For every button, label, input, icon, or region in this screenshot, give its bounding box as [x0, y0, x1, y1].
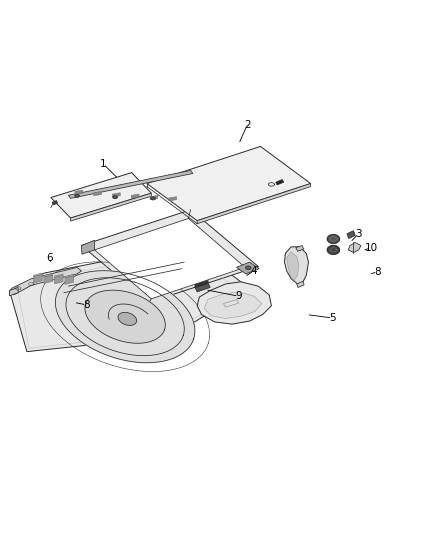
Polygon shape: [276, 180, 284, 185]
Polygon shape: [195, 283, 210, 292]
Polygon shape: [94, 191, 102, 196]
Polygon shape: [54, 275, 63, 284]
Polygon shape: [113, 193, 120, 197]
Polygon shape: [44, 275, 53, 284]
Polygon shape: [195, 280, 208, 287]
Polygon shape: [33, 273, 42, 277]
Polygon shape: [197, 183, 311, 224]
Polygon shape: [52, 200, 57, 205]
Text: 10: 10: [364, 243, 378, 253]
Text: 8: 8: [83, 300, 90, 310]
Text: 5: 5: [329, 313, 336, 323]
Polygon shape: [237, 262, 259, 274]
Polygon shape: [327, 235, 339, 244]
Polygon shape: [81, 210, 258, 302]
Polygon shape: [10, 287, 18, 296]
Text: 6: 6: [46, 253, 53, 263]
Polygon shape: [197, 282, 272, 324]
Text: 2: 2: [244, 119, 251, 130]
Polygon shape: [81, 240, 95, 254]
Polygon shape: [287, 252, 299, 280]
Polygon shape: [75, 190, 83, 195]
Text: 9: 9: [235, 291, 242, 301]
Polygon shape: [285, 247, 308, 284]
Polygon shape: [68, 171, 193, 198]
Polygon shape: [347, 231, 355, 239]
Polygon shape: [296, 246, 304, 251]
Polygon shape: [12, 268, 81, 295]
Polygon shape: [54, 274, 63, 277]
Polygon shape: [51, 173, 151, 218]
Polygon shape: [246, 266, 251, 270]
Polygon shape: [150, 195, 158, 200]
Polygon shape: [55, 271, 195, 363]
Polygon shape: [95, 219, 245, 299]
Text: 8: 8: [374, 266, 381, 277]
Polygon shape: [33, 274, 42, 283]
Polygon shape: [85, 290, 165, 343]
Polygon shape: [147, 147, 311, 221]
Polygon shape: [65, 274, 74, 278]
Polygon shape: [327, 246, 339, 254]
Polygon shape: [169, 197, 177, 201]
Text: 4: 4: [251, 266, 257, 276]
Polygon shape: [44, 273, 53, 277]
Polygon shape: [151, 197, 155, 200]
Text: 3: 3: [355, 229, 362, 239]
Polygon shape: [65, 276, 74, 285]
Polygon shape: [131, 194, 139, 198]
Polygon shape: [118, 312, 137, 326]
Text: 1: 1: [100, 159, 106, 169]
Polygon shape: [10, 245, 250, 352]
Polygon shape: [348, 243, 361, 253]
Polygon shape: [75, 195, 79, 197]
Polygon shape: [113, 196, 117, 198]
Polygon shape: [204, 292, 262, 318]
Polygon shape: [297, 281, 304, 287]
Polygon shape: [71, 193, 151, 221]
